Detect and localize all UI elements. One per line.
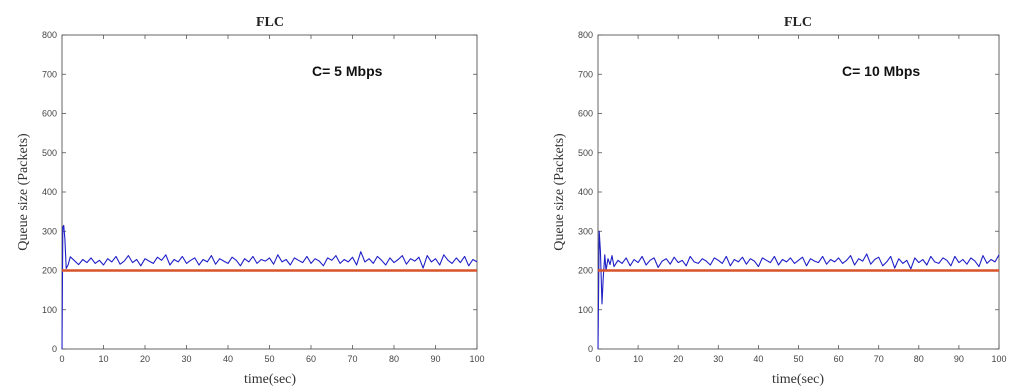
x-tick-label: 0 xyxy=(59,354,64,364)
y-axis-label-left: Queue size (Packets) xyxy=(16,133,31,251)
x-tick-label: 90 xyxy=(430,354,440,364)
x-tick-label: 10 xyxy=(98,354,108,364)
x-tick-label: 70 xyxy=(874,354,884,364)
y-axis-label-right: Queue size (Packets) xyxy=(552,133,567,251)
annotation-right: C= 10 Mbps xyxy=(842,63,920,79)
x-tick-label: 60 xyxy=(834,354,844,364)
x-tick-label: 10 xyxy=(633,354,643,364)
y-tick-label: 800 xyxy=(42,30,57,40)
x-tick-label: 100 xyxy=(991,354,1006,364)
x-tick-label: 40 xyxy=(223,354,233,364)
y-tick-label: 0 xyxy=(52,344,57,354)
x-tick-label: 70 xyxy=(347,354,357,364)
y-tick-label: 800 xyxy=(578,30,593,40)
y-tick-label: 300 xyxy=(42,226,57,236)
x-tick-label: 50 xyxy=(793,354,803,364)
x-axis-label-right: time(sec) xyxy=(772,372,824,387)
annotation-left: C= 5 Mbps xyxy=(312,63,383,79)
x-tick-label: 30 xyxy=(713,354,723,364)
y-tick-label: 500 xyxy=(578,148,593,158)
y-tick-label: 600 xyxy=(578,109,593,119)
x-tick-label: 20 xyxy=(673,354,683,364)
x-ticks-left: 0 10 20 30 40 50 60 70 80 90 100 xyxy=(59,35,485,364)
x-axis-label-left: time(sec) xyxy=(244,372,296,387)
y-tick-label: 500 xyxy=(42,148,57,158)
chart-title-left: FLC xyxy=(256,15,284,30)
plot-frame-right xyxy=(597,34,1000,350)
x-tick-label: 80 xyxy=(389,354,399,364)
y-ticks-left: 0 100 200 300 400 500 600 700 800 xyxy=(42,30,477,354)
y-tick-label: 200 xyxy=(42,266,57,276)
x-tick-label: 0 xyxy=(595,354,600,364)
y-tick-label: 600 xyxy=(42,109,57,119)
chart-title-right: FLC xyxy=(784,15,812,30)
y-tick-label: 700 xyxy=(578,69,593,79)
chart-left: FLC C= 5 Mbps 0 10 20 30 40 50 60 70 80 90 100 0 10… xyxy=(16,15,485,387)
y-tick-label: 0 xyxy=(588,344,593,354)
series-group-right xyxy=(597,230,1000,350)
x-tick-label: 50 xyxy=(264,354,274,364)
y-tick-label: 700 xyxy=(42,69,57,79)
y-tick-label: 400 xyxy=(578,187,593,197)
series-group-left xyxy=(61,224,478,350)
x-tick-label: 20 xyxy=(140,354,150,364)
x-tick-label: 90 xyxy=(954,354,964,364)
x-tick-label: 30 xyxy=(181,354,191,364)
plot-frame-left xyxy=(61,34,478,350)
y-tick-label: 100 xyxy=(42,305,57,315)
y-tick-label: 300 xyxy=(578,226,593,236)
x-tick-label: 80 xyxy=(914,354,924,364)
x-tick-label: 60 xyxy=(306,354,316,364)
y-tick-label: 100 xyxy=(578,305,593,315)
x-ticks-right: 0 10 20 30 40 50 60 70 80 90 100 xyxy=(595,35,1007,364)
chart-right: FLC C= 10 Mbps 0 10 20 30 40 50 60 70 80 90 100 0 1… xyxy=(552,15,1007,387)
y-tick-label: 400 xyxy=(42,187,57,197)
y-ticks-right: 0 100 200 300 400 500 600 700 800 xyxy=(578,30,999,354)
queue-series-line-left xyxy=(61,224,478,350)
x-tick-label: 100 xyxy=(469,354,484,364)
x-tick-label: 40 xyxy=(753,354,763,364)
y-tick-label: 200 xyxy=(578,266,593,276)
queue-series-line-right xyxy=(597,230,1000,350)
